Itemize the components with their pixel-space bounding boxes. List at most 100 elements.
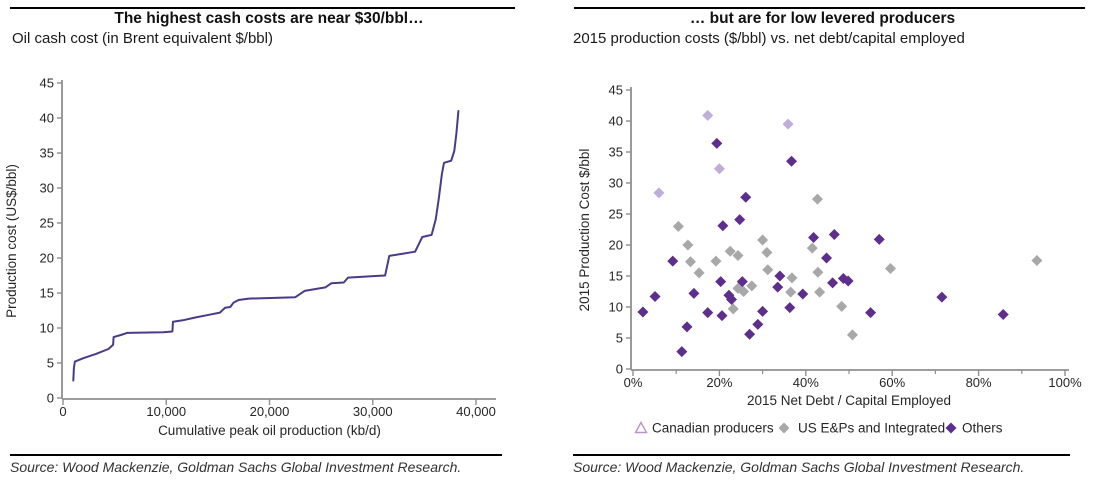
leverage-scatter-chart: 0 5 10 15 20 25 30 35 40 45 0% 20% 40% 60% 80% 100% 2015… — [577, 83, 1082, 436]
left-source-note: Source: Wood Mackenzie, Goldman Sachs Gl… — [10, 459, 462, 475]
y-tick-label: 20 — [609, 238, 623, 253]
scatter-point-us-eps — [682, 239, 694, 251]
scatter-point-others — [774, 270, 786, 282]
x-tick-label: 100% — [1048, 375, 1082, 390]
right-chart-panel: … but are for low levered producers 2015… — [548, 0, 1097, 480]
legend-label: Others — [962, 421, 1003, 436]
scatter-point-others — [757, 305, 769, 317]
scatter-point-others — [997, 308, 1009, 320]
scatter-point-us-eps — [732, 282, 744, 294]
scatter-point-us-eps — [785, 286, 797, 298]
y-tick-label: 40 — [609, 114, 623, 129]
y-tick-label: 10 — [40, 321, 54, 336]
scatter-point-others — [676, 346, 688, 358]
scatter-point-canadian — [702, 109, 714, 121]
scatter-point-us-eps — [757, 234, 769, 246]
legend-label: US E&Ps and Integrated — [798, 421, 945, 436]
y-tick-label: 25 — [40, 216, 54, 231]
scatter-point-us-eps — [786, 272, 798, 284]
scatter-point-us-eps — [746, 280, 758, 292]
scatter-point-us-eps — [738, 286, 750, 297]
scatter-point-others — [715, 276, 727, 288]
scatter-point-others — [744, 328, 756, 340]
y-tick-label: 40 — [40, 111, 54, 126]
scatter-point-us-eps — [1031, 255, 1043, 266]
right-bottom-rule — [573, 454, 1070, 456]
x-tick-label: 60% — [879, 375, 905, 390]
scatter-point-canadian — [653, 187, 665, 199]
scatter-point-others — [808, 232, 820, 244]
y-tick-label: 5 — [616, 331, 623, 346]
scatter-point-us-eps — [884, 263, 896, 275]
y-tick-label: 35 — [609, 145, 623, 160]
scatter-point-others — [865, 307, 877, 319]
left-top-rule — [10, 7, 515, 9]
scatter-point-canadian — [713, 163, 725, 175]
scatter-point-others — [784, 302, 796, 314]
y-tick-label: 20 — [40, 251, 54, 266]
scatter-point-others — [797, 288, 809, 300]
scatter-point-others — [688, 287, 700, 299]
y-tick-label: 5 — [47, 356, 54, 371]
scatter-point-us-eps — [806, 242, 818, 254]
y-tick-label: 45 — [40, 76, 54, 91]
y-tick-label: 15 — [40, 286, 54, 301]
scatter-point-us-eps — [846, 329, 858, 341]
scatter-point-others — [637, 306, 649, 318]
scatter-point-others — [740, 191, 752, 203]
scatter-point-others — [716, 310, 728, 322]
scatter-point-us-eps — [811, 193, 823, 205]
scatter-point-others — [837, 272, 849, 284]
left-chart-panel: The highest cash costs are near $30/bbl…… — [0, 0, 538, 480]
left-bottom-rule — [10, 454, 502, 456]
scatter-point-others — [821, 252, 833, 264]
y-tick-label: 35 — [40, 146, 54, 161]
scatter-point-others — [667, 255, 679, 267]
scatter-point-us-eps — [724, 245, 736, 257]
scatter-point-others — [752, 318, 764, 330]
scatter-point-others — [936, 291, 948, 303]
y-tick-label: 10 — [609, 300, 623, 315]
scatter-point-us-eps — [672, 220, 684, 232]
right-chart-subtitle: 2015 production costs ($/bbl) vs. net de… — [573, 30, 965, 47]
x-tick-label: 0% — [624, 375, 643, 390]
scatter-point-us-eps — [761, 246, 773, 258]
legend-gray-diamond-icon — [778, 422, 790, 434]
scatter-point-others — [842, 275, 854, 287]
scatter-point-others — [736, 276, 748, 288]
legend-label: Canadian producers — [652, 421, 774, 436]
scatter-point-others — [772, 281, 784, 293]
scatter-point-us-eps — [732, 250, 744, 262]
scatter-point-us-eps — [727, 303, 739, 315]
x-tick-label: 20% — [706, 375, 732, 390]
left-chart-title: The highest cash costs are near $30/bbl… — [114, 10, 424, 27]
scatter-point-others — [734, 214, 746, 226]
right-chart-title: … but are for low levered producers — [689, 10, 956, 27]
x-tick-label: 80% — [966, 375, 992, 390]
right-source-note: Source: Wood Mackenzie, Goldman Sachs Gl… — [573, 459, 1025, 475]
scatter-point-us-eps — [814, 286, 826, 298]
right-top-rule — [574, 7, 1085, 9]
scatter-point-others — [711, 137, 723, 149]
scatter-point-others — [873, 233, 885, 245]
scatter-point-us-eps — [836, 300, 848, 312]
scatter-point-others — [725, 294, 737, 306]
scatter-point-others — [828, 228, 840, 240]
scatter-point-us-eps — [812, 266, 824, 278]
y-tick-label: 30 — [40, 181, 54, 196]
x-tick-label: 0 — [59, 404, 66, 419]
x-axis-title: Cumulative peak oil production (kb/d) — [158, 423, 381, 438]
y-tick-label: 45 — [609, 83, 623, 98]
x-axis-title: 2015 Net Debt / Capital Employed — [747, 393, 951, 408]
scatter-point-others — [702, 307, 714, 319]
scatter-point-us-eps — [762, 264, 774, 276]
scatter-point-us-eps — [693, 267, 705, 279]
y-axis-title: 2015 Production Cost $/bbl — [577, 149, 592, 312]
cash-cost-line-chart: 0 5 10 15 20 25 30 35 40 45 0 10,000 20,000 30,000 40,… — [4, 76, 496, 438]
scatter-point-us-eps — [684, 256, 696, 268]
y-tick-label: 30 — [609, 176, 623, 191]
x-tick-label: 40% — [793, 375, 819, 390]
x-tick-label: 30,000 — [353, 404, 393, 419]
legend-purple-diamond-icon — [945, 422, 957, 434]
legend-triangle-icon — [634, 421, 648, 434]
